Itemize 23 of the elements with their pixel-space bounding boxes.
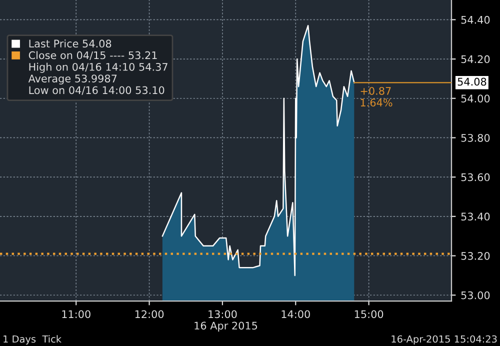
text: 1 Days Tick — [4, 335, 62, 345]
x-tick-label: 11:00 — [62, 310, 90, 318]
x-tick-label: 14:00 — [282, 310, 310, 318]
y-tick-label: 53.80 — [461, 134, 490, 142]
y-tick-label: 54.00 — [461, 94, 490, 102]
legend-label: Last Price 54.08 — [29, 39, 112, 48]
legend-label: Close on 04/15 ---- 53.21 — [28, 51, 157, 60]
annotation: Average 53.9987 — [28, 74, 117, 84]
y-tick-label: 53.40 — [461, 212, 490, 221]
x-tick-label: 15:00 — [354, 310, 384, 318]
y-tick-label: 54.40 — [461, 16, 490, 24]
x-tick-label: 12:00 — [135, 310, 164, 318]
annotation: Low on 04/16 14:00 53.10 — [29, 86, 164, 95]
y-tick-label: 53.00 — [461, 291, 490, 300]
y-tick-label: 53.20 — [461, 252, 490, 260]
ref-line-label: 54.08 — [458, 78, 486, 86]
x-tick-label: 13:00 — [208, 310, 237, 318]
annotation: High on 04/16 14:10 54.37 — [29, 62, 168, 73]
annotation: +0.87 1.64% — [360, 86, 392, 107]
text: 16-Apr-2015 15:04:23 — [392, 335, 497, 345]
x-axis-title: 16 Apr 2015 — [194, 322, 258, 332]
y-tick-label: 54.20 — [461, 55, 490, 64]
y-tick-label: 53.60 — [461, 173, 490, 182]
